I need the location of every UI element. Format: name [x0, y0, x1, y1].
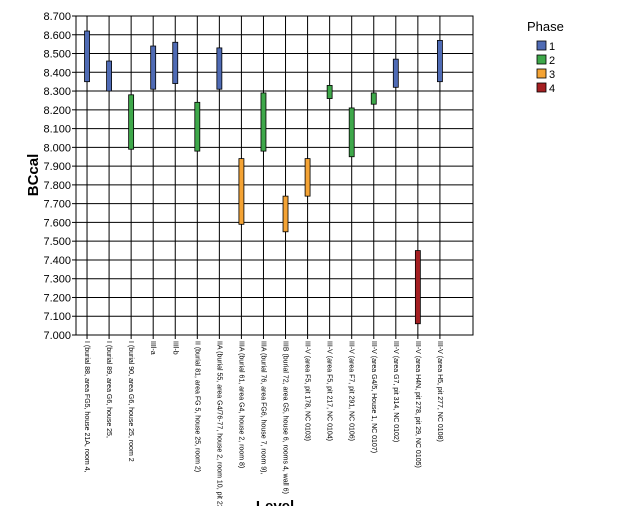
- x-tick-label: III-V (area F5, pit 178, NC 0103): [304, 341, 311, 441]
- legend-label: 3: [549, 69, 555, 81]
- x-axis-title: Level: [256, 498, 294, 506]
- x-tick-label: IIA (burial 55, area G4/76-77, house 2, …: [215, 341, 222, 506]
- legend-label: 2: [549, 55, 555, 67]
- range-bar: [370, 92, 377, 105]
- y-tick-label: 8.300: [43, 86, 71, 98]
- legend-swatch: [536, 40, 547, 51]
- x-tick-label: I (burial 90, area G6, house 25, room 2: [127, 341, 134, 462]
- y-tick-label: 8.700: [43, 11, 71, 23]
- legend-swatch: [536, 54, 547, 65]
- x-tick-label: II (burial 81, area FG 5, house 25, room…: [193, 341, 200, 472]
- x-tick-label: III-V (area H5, pit 277, NC 0108): [436, 341, 443, 442]
- x-tick-label: I (burial 89, area G6, house 25,: [105, 341, 112, 438]
- range-bar: [128, 94, 135, 150]
- plot-area: [75, 15, 474, 336]
- x-tick-label: III-V (area F5, pit 217, NC 0104): [326, 341, 333, 441]
- range-bar: [282, 195, 289, 233]
- legend-swatch: [536, 68, 547, 79]
- legend-title: Phase: [527, 19, 564, 34]
- legend-label: 1: [549, 41, 555, 53]
- y-tick-label: 8.100: [43, 124, 71, 136]
- range-bar: [326, 85, 333, 99]
- x-tick-label: IIIl-b: [171, 341, 178, 355]
- y-tick-label: 8.000: [43, 142, 71, 154]
- range-bar: [437, 39, 443, 83]
- x-tick-label: III-V (area F7, pit 291, NC 0106): [348, 341, 355, 441]
- y-tick-label: 7.900: [43, 161, 71, 173]
- range-bar: [414, 250, 421, 325]
- y-tick-label: 7.000: [43, 330, 71, 342]
- legend-swatch: [536, 82, 547, 93]
- x-tick-label: III-V (area G7, pit 314, NC 0102): [392, 341, 399, 442]
- range-bar: [194, 101, 201, 152]
- x-tick-label: III-V (area G4/5, House 1, NC 0107): [370, 341, 377, 453]
- y-tick-label: 7.500: [43, 236, 71, 248]
- y-tick-label: 7.300: [43, 274, 71, 286]
- y-tick-label: 7.600: [43, 217, 71, 229]
- range-bar: [216, 47, 223, 90]
- y-tick-label: 8.400: [43, 67, 71, 79]
- y-tick-label: 7.100: [43, 311, 71, 323]
- x-tick-label: I (burial 88, area FG5, house 21A, room …: [83, 341, 90, 473]
- y-tick-label: 8.500: [43, 49, 71, 61]
- legend-items: 1 2 3 4: [536, 40, 555, 95]
- y-axis-title: BCcal: [25, 154, 42, 197]
- range-bar: [172, 41, 179, 84]
- legend-label: 4: [549, 83, 555, 95]
- y-tick-label: 7.200: [43, 292, 71, 304]
- range-bars: [84, 30, 443, 325]
- range-bar: [260, 92, 267, 152]
- y-tick-label: 7.700: [43, 199, 71, 211]
- range-bar: [392, 58, 399, 88]
- range-bar: [150, 45, 157, 90]
- x-tick-label: IIIA (burial 76, area FG6, house 7, room…: [259, 341, 266, 475]
- gridlines: [76, 15, 473, 336]
- y-axis-ticks: 8.700 8.600 8.500 8.400 8.300 8.200 8.100 8.000…: [43, 11, 76, 342]
- range-bar: [304, 158, 311, 197]
- range-bar: [238, 158, 245, 225]
- x-tick-label: IIIB (burial 72, area G5, house 6, rooms…: [282, 341, 289, 494]
- x-axis-ticks: I (burial 88, area FG5, house 21A, room …: [83, 335, 443, 506]
- range-bar: [348, 107, 355, 158]
- y-tick-label: 7.400: [43, 255, 71, 267]
- y-tick-label: 7.800: [43, 180, 71, 192]
- range-bar: [84, 30, 90, 83]
- x-tick-label: IIIA (burial 61, area G4, house 2, room …: [237, 341, 244, 468]
- y-tick-label: 8.200: [43, 105, 71, 117]
- range-bar: [106, 60, 112, 92]
- legend: Phase 1 2 3 4: [527, 19, 564, 95]
- x-tick-label: III-V (area H4N, pit 278, pit 29, NC 010…: [414, 341, 421, 468]
- x-tick-label: IIIl-a: [149, 341, 156, 355]
- y-tick-label: 8.600: [43, 30, 71, 42]
